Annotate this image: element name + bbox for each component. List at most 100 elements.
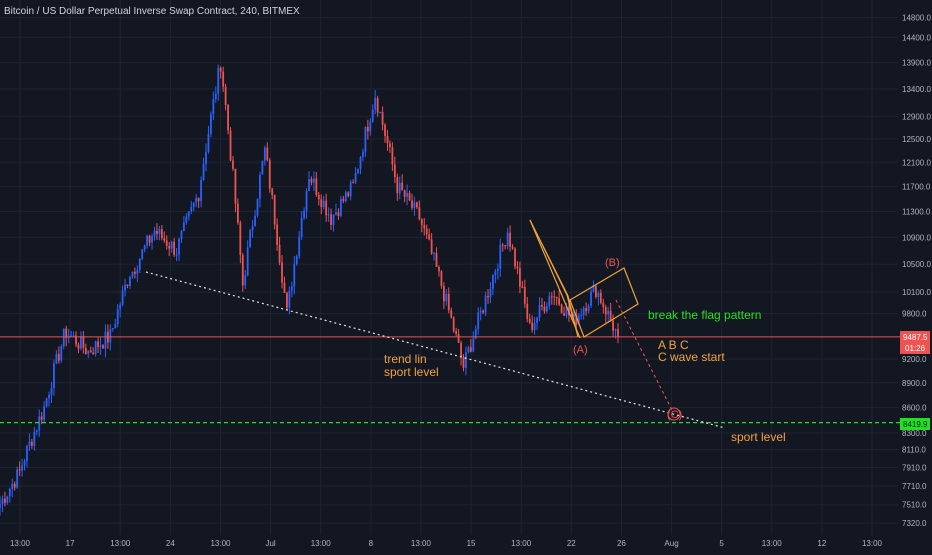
candle: [369, 118, 372, 136]
candle: [0, 496, 1, 516]
candle: [62, 328, 65, 350]
candle: [352, 179, 355, 184]
candle: [146, 234, 149, 249]
candle: [40, 411, 43, 425]
candle: [236, 198, 239, 225]
candle: [187, 211, 190, 221]
candle: [538, 297, 541, 322]
candle: [555, 296, 558, 306]
candle: [114, 318, 117, 329]
candle: [160, 225, 163, 241]
candle: [111, 327, 114, 332]
time-tick-label: 15: [467, 539, 476, 548]
candle: [460, 340, 462, 366]
candle: [185, 213, 188, 225]
candle: [416, 201, 418, 210]
candle: [545, 302, 548, 313]
candle: [175, 247, 178, 261]
candle: [413, 196, 416, 216]
candle: [492, 274, 494, 296]
candle: [116, 303, 119, 328]
candle: [430, 233, 433, 255]
candle: [200, 176, 202, 208]
flag-left-line[interactable]: [529, 219, 581, 339]
candle: [129, 275, 131, 289]
candle: [609, 302, 612, 322]
candle: [607, 306, 610, 323]
wave-c-marker: [667, 407, 681, 421]
candle: [102, 343, 104, 349]
price-tick-label: 9200.0: [902, 355, 927, 364]
candle: [13, 481, 16, 491]
candle: [362, 148, 364, 162]
time-tick-label: 5: [719, 539, 724, 548]
candle: [543, 301, 546, 314]
candle: [425, 224, 428, 239]
candle: [138, 258, 141, 274]
candle: [224, 83, 227, 111]
candle: [148, 234, 151, 247]
candle: [455, 327, 458, 337]
candle: [273, 194, 276, 230]
candle: [104, 324, 107, 358]
candle: [197, 197, 200, 208]
candle: [266, 142, 269, 162]
candle: [575, 309, 578, 329]
price-axis[interactable]: 14800.0 14400.0 13900.0 13400.0 12900.0 12500…: [902, 14, 931, 528]
candle: [330, 208, 332, 230]
candle: [366, 119, 369, 140]
candle: [612, 314, 614, 337]
candle: [445, 289, 448, 306]
candle: [364, 126, 367, 157]
countdown-badge: [900, 343, 930, 354]
flag-pattern[interactable]: [529, 219, 579, 338]
time-tick-label: 26: [617, 539, 626, 548]
candle: [337, 208, 340, 220]
candle: [43, 401, 46, 423]
candle: [170, 240, 173, 253]
candle: [1, 495, 4, 513]
candle: [26, 444, 28, 468]
candle: [256, 198, 259, 218]
price-tick-label: 10500.0: [902, 260, 931, 269]
candle: [251, 219, 254, 238]
candle: [18, 461, 21, 476]
candle: [259, 172, 261, 208]
candle: [239, 220, 242, 264]
time-axis[interactable]: 13:00 17 13:00 24 13:00 Jul 13:00 8 13:00 15 13:00…: [10, 539, 883, 548]
candle: [533, 316, 536, 335]
price-tick-label: 7320.0: [902, 519, 927, 528]
candle: [53, 359, 55, 396]
support-level-label: sport level: [731, 430, 786, 444]
candle: [482, 309, 485, 315]
candle: [207, 125, 210, 154]
candle: [322, 195, 325, 210]
candle: [386, 129, 389, 151]
candle: [344, 190, 347, 203]
candle: [205, 143, 207, 172]
candle: [376, 95, 379, 117]
candle: [462, 354, 465, 372]
candle: [119, 302, 122, 318]
candle: [55, 350, 58, 365]
candle: [465, 346, 467, 376]
candle: [234, 168, 237, 213]
c-wave-label: C wave start: [658, 350, 725, 364]
candle: [97, 337, 99, 353]
candle: [33, 427, 36, 451]
candle: [349, 179, 352, 201]
flag-rectangle[interactable]: [569, 267, 639, 338]
candle: [514, 247, 516, 270]
candle: [315, 171, 318, 197]
candle: [141, 248, 144, 261]
candle: [509, 225, 511, 252]
candle: [126, 284, 129, 289]
candle: [244, 269, 247, 289]
time-tick-label: 24: [166, 539, 175, 548]
candle: [506, 227, 509, 250]
price-tick-label: 7710.0: [902, 482, 927, 491]
candle: [396, 173, 399, 201]
